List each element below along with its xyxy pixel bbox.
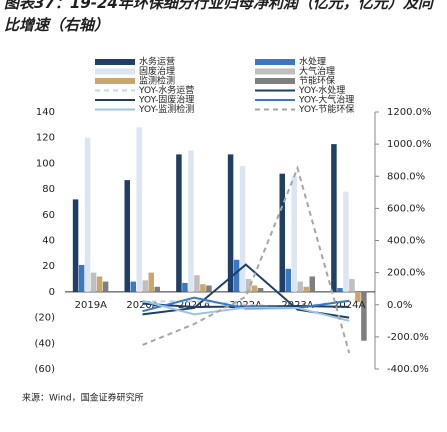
- y2-tick-label: 1000.0%: [387, 139, 432, 150]
- bar: [188, 150, 194, 292]
- bar: [309, 276, 315, 292]
- y-tick-label: (40): [34, 338, 55, 349]
- bar: [90, 272, 97, 292]
- legend-label: 固废治理: [139, 65, 175, 77]
- legend-label: 节能环保: [299, 75, 335, 87]
- y2-tick-label: -400.0%: [387, 364, 429, 375]
- bar: [285, 268, 291, 292]
- x-tick-label: 2024A: [333, 300, 365, 311]
- bar: [84, 137, 91, 292]
- y-tick-label: 20: [42, 261, 55, 272]
- y2-tick-label: 200.0%: [387, 268, 425, 279]
- bar: [297, 281, 303, 292]
- y-tick-label: 60: [42, 210, 55, 221]
- x-tick-label: 2021A: [178, 300, 210, 311]
- legend-swatch: [255, 68, 295, 75]
- y-tick-label: (20): [34, 313, 55, 324]
- y-tick-label: 40: [42, 236, 55, 247]
- bar: [349, 279, 355, 292]
- legend-label: YOY-大气治理: [298, 94, 354, 106]
- legend-label: YOY-固废治理: [138, 94, 194, 106]
- x-tick-label: 2020A: [126, 300, 158, 311]
- y-tick-label: 140: [36, 107, 55, 118]
- bar: [200, 284, 206, 292]
- y-tick-label: (60): [34, 364, 55, 375]
- bar: [257, 288, 264, 292]
- chart-title: 图表37：19-24年环保细分行业归母净利润（亿元，亿元）及同比增速（右轴）: [4, 0, 433, 34]
- bar: [154, 286, 160, 292]
- bar: [124, 180, 130, 292]
- source: 来源：Wind，国金证券研究所: [22, 392, 144, 404]
- bar: [102, 281, 109, 292]
- x-tick-label: 2019A: [75, 300, 107, 311]
- y-tick-label: 80: [42, 184, 55, 195]
- bar: [227, 154, 234, 292]
- legend-label: YOY-水务运营: [138, 84, 194, 96]
- bar: [355, 291, 361, 303]
- bar: [361, 291, 367, 341]
- bar: [136, 127, 142, 292]
- bar: [182, 282, 188, 292]
- legend-swatch: [255, 59, 295, 65]
- legend-label: YOY-水处理: [298, 84, 345, 96]
- bar: [303, 286, 309, 292]
- line: [142, 299, 350, 322]
- bar: [245, 279, 252, 292]
- bar: [72, 199, 79, 292]
- legend-label: YOY-节能环保: [298, 103, 354, 115]
- legend-label: 水处理: [299, 56, 326, 68]
- legend-swatch: [95, 68, 135, 75]
- legend-swatch: [95, 59, 135, 65]
- bar: [206, 285, 212, 292]
- y2-tick-label: 800.0%: [387, 171, 425, 182]
- legend-swatch: [95, 78, 135, 84]
- legend-label: YOY-监测检测: [138, 103, 194, 115]
- y2-tick-label: 0.0%: [387, 300, 412, 311]
- bar: [251, 285, 258, 292]
- bar: [194, 275, 200, 292]
- y2-tick-label: 400.0%: [387, 236, 425, 247]
- bar: [130, 281, 136, 292]
- y2-tick-label: 1200.0%: [387, 107, 432, 118]
- legend-label: 水务运营: [139, 56, 175, 68]
- y2-tick-label: 600.0%: [387, 203, 425, 214]
- y2-tick-label: -200.0%: [387, 332, 429, 343]
- bar: [337, 288, 343, 292]
- bar: [279, 173, 285, 292]
- bar: [148, 272, 154, 292]
- bar: [343, 191, 349, 292]
- bar: [239, 165, 246, 292]
- line: [142, 165, 351, 354]
- bar: [142, 280, 148, 292]
- bar: [331, 144, 337, 292]
- bar: [291, 176, 297, 292]
- legend-label: 大气治理: [299, 65, 335, 77]
- y-tick-label: 120: [36, 133, 55, 144]
- bar: [96, 276, 103, 292]
- bar: [233, 259, 240, 292]
- y-tick-label: 100: [36, 158, 55, 169]
- bar: [176, 154, 182, 292]
- y-tick-label: 0: [49, 287, 55, 298]
- bar: [78, 264, 85, 292]
- legend-swatch: [255, 78, 295, 84]
- legend-label: 监测检测: [139, 75, 175, 87]
